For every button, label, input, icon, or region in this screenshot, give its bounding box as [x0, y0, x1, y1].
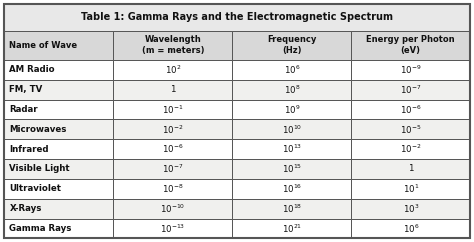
Bar [351, 80, 470, 100]
Text: $10^{21}$: $10^{21}$ [282, 222, 302, 235]
Text: Radar: Radar [9, 105, 38, 114]
Bar [232, 139, 351, 159]
Bar [113, 100, 232, 120]
Text: $10^{-5}$: $10^{-5}$ [400, 123, 421, 136]
Bar [4, 80, 113, 100]
Text: Table 1: Gamma Rays and the Electromagnetic Spectrum: Table 1: Gamma Rays and the Electromagne… [81, 12, 393, 22]
Bar [351, 120, 470, 139]
Bar [232, 100, 351, 120]
Bar [351, 139, 470, 159]
Text: $10^{9}$: $10^{9}$ [283, 103, 300, 116]
Bar [351, 159, 470, 179]
Text: $10^{-2}$: $10^{-2}$ [162, 123, 183, 136]
Text: $10^{-6}$: $10^{-6}$ [162, 143, 183, 155]
Bar [351, 219, 470, 238]
Text: AM Radio: AM Radio [9, 65, 55, 74]
Bar [113, 60, 232, 80]
Text: $10^{18}$: $10^{18}$ [282, 203, 302, 215]
Bar [4, 100, 113, 120]
Text: $10^{-1}$: $10^{-1}$ [162, 103, 183, 116]
Bar [4, 159, 113, 179]
Text: Infrared: Infrared [9, 145, 49, 154]
Text: Wavelength
(m = meters): Wavelength (m = meters) [142, 35, 204, 55]
Bar [4, 60, 113, 80]
Bar [113, 159, 232, 179]
Text: X-Rays: X-Rays [9, 204, 42, 213]
Bar [113, 199, 232, 219]
Text: Energy per Photon
(eV): Energy per Photon (eV) [366, 35, 455, 55]
Bar [113, 179, 232, 199]
Text: Name of Wave: Name of Wave [9, 41, 78, 50]
Text: FM, TV: FM, TV [9, 85, 43, 94]
Bar [232, 31, 351, 60]
Bar [4, 199, 113, 219]
Bar [232, 120, 351, 139]
Bar [113, 80, 232, 100]
Bar [351, 100, 470, 120]
Bar [4, 4, 470, 31]
Bar [232, 219, 351, 238]
Text: $10^{-10}$: $10^{-10}$ [160, 203, 185, 215]
Text: Microwaves: Microwaves [9, 125, 67, 134]
Bar [232, 199, 351, 219]
Bar [4, 219, 113, 238]
Text: $10^{8}$: $10^{8}$ [283, 83, 300, 96]
Text: $10^{6}$: $10^{6}$ [402, 222, 419, 235]
Bar [4, 120, 113, 139]
Bar [4, 31, 113, 60]
Bar [4, 179, 113, 199]
Text: $10^{-7}$: $10^{-7}$ [400, 83, 421, 96]
Text: Ultraviolet: Ultraviolet [9, 184, 62, 193]
Bar [232, 60, 351, 80]
Bar [113, 120, 232, 139]
Text: Gamma Rays: Gamma Rays [9, 224, 72, 233]
Bar [4, 139, 113, 159]
Bar [351, 60, 470, 80]
Text: 1: 1 [408, 165, 413, 174]
Text: $10^{-9}$: $10^{-9}$ [400, 64, 421, 76]
Text: 1: 1 [170, 85, 176, 94]
Text: $10^{6}$: $10^{6}$ [283, 64, 300, 76]
Bar [113, 139, 232, 159]
Bar [113, 219, 232, 238]
Text: $10^{-13}$: $10^{-13}$ [160, 222, 185, 235]
Text: $10^{-8}$: $10^{-8}$ [162, 183, 183, 195]
Text: Frequency
(Hz): Frequency (Hz) [267, 35, 317, 55]
Bar [351, 31, 470, 60]
Text: Visible Light: Visible Light [9, 165, 70, 174]
Bar [351, 199, 470, 219]
Text: $10^{-2}$: $10^{-2}$ [400, 143, 421, 155]
Bar [232, 159, 351, 179]
Text: $10^{10}$: $10^{10}$ [282, 123, 302, 136]
Bar [351, 179, 470, 199]
Bar [232, 80, 351, 100]
Text: $10^{16}$: $10^{16}$ [282, 183, 302, 195]
Text: $10^{2}$: $10^{2}$ [164, 64, 181, 76]
Text: $10^{13}$: $10^{13}$ [282, 143, 302, 155]
Text: $10^{1}$: $10^{1}$ [402, 183, 419, 195]
Text: $10^{3}$: $10^{3}$ [402, 203, 419, 215]
Bar [113, 31, 232, 60]
Text: $10^{-6}$: $10^{-6}$ [400, 103, 421, 116]
Text: $10^{15}$: $10^{15}$ [282, 163, 302, 175]
Bar [232, 179, 351, 199]
Text: $10^{-7}$: $10^{-7}$ [162, 163, 183, 175]
